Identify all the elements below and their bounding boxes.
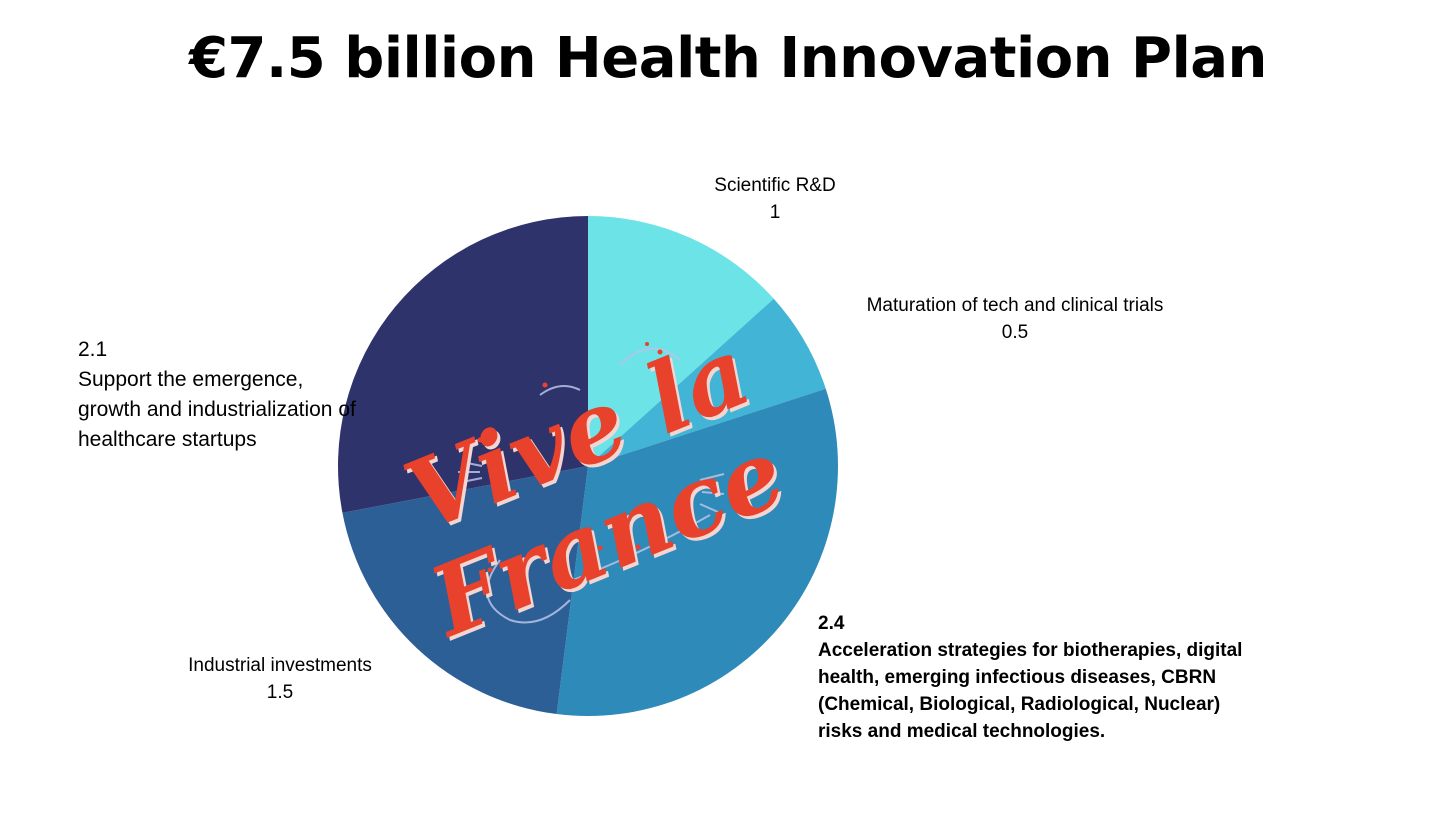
label-industrial-name: Industrial investments <box>188 655 372 676</box>
label-acceleration: 2.4 Acceleration strategies for biothera… <box>818 610 1258 745</box>
chart-title: €7.5 billion Health Innovation Plan <box>189 26 1267 91</box>
label-acceleration-name: Acceleration strategies for biotherapies… <box>818 640 1243 742</box>
slice-industrial <box>342 466 588 715</box>
slice-scientific-rd <box>588 216 774 466</box>
label-scientific-rd: Scientific R&D 1 <box>690 172 860 226</box>
slice-startups <box>338 216 588 513</box>
slice-acceleration <box>556 388 838 717</box>
label-scientific-rd-value: 1 <box>769 202 781 223</box>
label-maturation-value: 0.5 <box>1001 322 1029 343</box>
label-maturation-name: Maturation of tech and clinical trials <box>866 295 1164 316</box>
label-startups-name: Support the emergence, growth and indust… <box>78 368 356 451</box>
label-maturation: Maturation of tech and clinical trials 0… <box>830 292 1200 346</box>
label-industrial-value: 1.5 <box>266 682 294 703</box>
slice-maturation <box>588 298 826 466</box>
label-acceleration-value: 2.4 <box>818 613 845 634</box>
label-industrial: Industrial investments 1.5 <box>160 652 400 706</box>
label-scientific-rd-name: Scientific R&D <box>714 175 836 196</box>
label-startups: 2.1 Support the emergence, growth and in… <box>78 335 368 455</box>
label-startups-value: 2.1 <box>78 338 108 361</box>
